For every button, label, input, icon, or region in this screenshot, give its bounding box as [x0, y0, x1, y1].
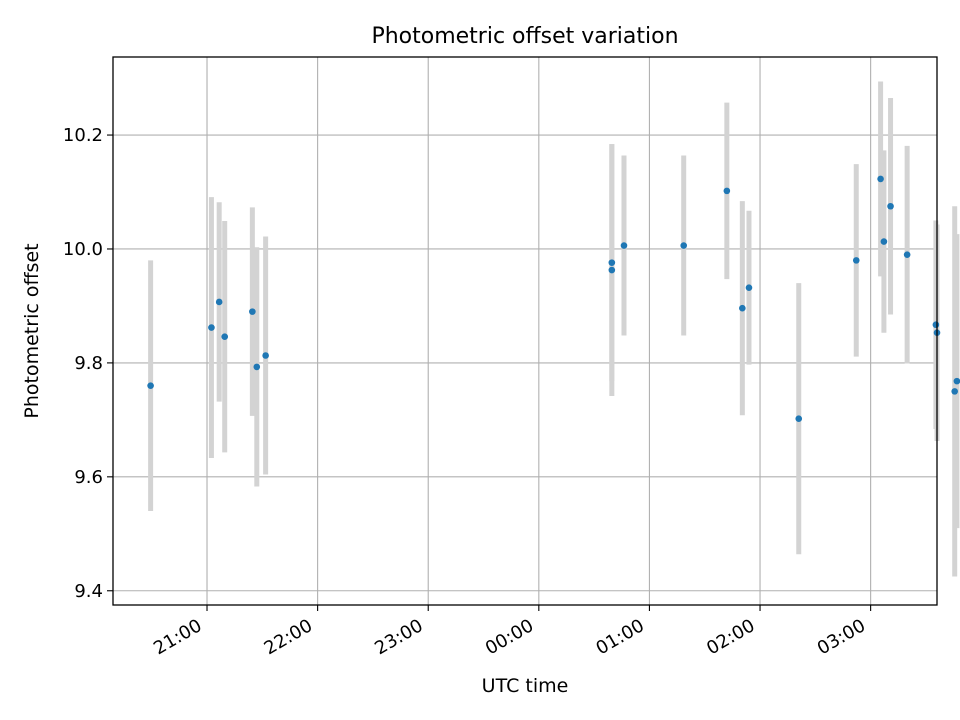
y-tick-label: 9.6: [74, 467, 103, 488]
data-point: [221, 333, 229, 340]
data-point: [880, 238, 888, 245]
data-point: [795, 415, 803, 423]
y-tick-label: 9.8: [74, 353, 103, 374]
data-point: [680, 242, 688, 249]
data-point: [877, 175, 884, 183]
data-point: [147, 382, 154, 389]
y-tick-label: 9.4: [74, 581, 103, 602]
chart-title: Photometric offset variation: [371, 24, 678, 49]
y-tick-label: 10.2: [63, 125, 103, 146]
data-point: [262, 352, 269, 359]
y-axis: 9.4 9.6 9.8 10.0 10.2: [63, 125, 113, 602]
x-axis-label: UTC time: [482, 675, 569, 697]
data-point: [208, 324, 215, 331]
data-point: [953, 377, 960, 385]
data-point: [249, 308, 256, 315]
data-point: [932, 321, 940, 329]
plot-frame: [112, 56, 938, 606]
data-point: [620, 242, 628, 249]
data-point: [608, 259, 616, 266]
data-point: [951, 388, 958, 395]
data-point: [903, 251, 911, 258]
data-point: [215, 298, 223, 306]
data-point: [723, 187, 731, 195]
y-tick-label: 10.0: [63, 239, 103, 260]
data-point: [852, 257, 860, 264]
data-point: [887, 202, 894, 210]
data-point: [253, 363, 261, 371]
y-axis-label: Photometric offset: [21, 243, 43, 418]
data-point: [745, 284, 753, 292]
data-point: [739, 304, 746, 312]
data-point: [608, 266, 616, 274]
